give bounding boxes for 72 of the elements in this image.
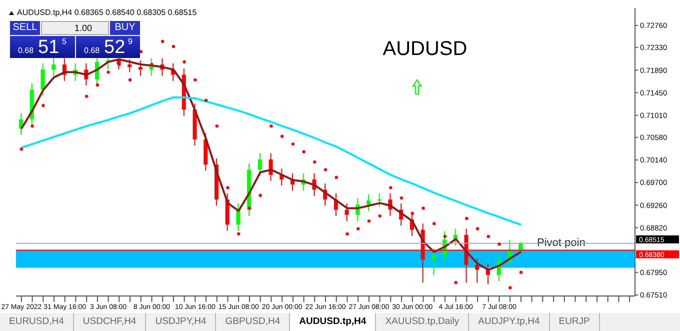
candlestick [432, 248, 436, 276]
candlestick [366, 194, 371, 212]
point [498, 242, 501, 246]
candlestick [258, 152, 262, 176]
line-series [20, 96, 522, 226]
point [443, 234, 447, 238]
point [258, 194, 262, 197]
point [313, 160, 316, 164]
annotation: 9 [128, 37, 132, 46]
point [476, 227, 480, 230]
point [324, 168, 328, 172]
annotation: SELL [10, 21, 40, 35]
point [161, 40, 164, 43]
candlestick [344, 203, 349, 222]
chart-subtitle: AUDUSD.tp,H4 0.68365 0.68540 0.68305 0.68515 [17, 8, 197, 17]
annotation: 51 [38, 37, 60, 59]
annotation: 52 [104, 37, 126, 59]
text: EURJP [550, 313, 600, 331]
text: EURUSD,H4 [0, 313, 74, 331]
point [432, 222, 436, 226]
point [248, 206, 252, 210]
annotation: 0.68 [18, 46, 34, 55]
point [302, 150, 306, 154]
point [182, 60, 186, 64]
candlestick [377, 192, 382, 208]
point [204, 98, 208, 102]
annotation: BUY [110, 21, 140, 35]
point [334, 176, 338, 180]
point [172, 44, 176, 48]
text: GBPUSD,H4 [216, 313, 290, 331]
point [128, 78, 132, 82]
point [237, 232, 240, 236]
point [465, 216, 468, 220]
point [291, 142, 295, 146]
point [346, 232, 349, 236]
point [226, 186, 230, 190]
candlestick [138, 60, 142, 76]
point [508, 286, 512, 290]
candlestick [475, 258, 480, 284]
candlestick [52, 58, 56, 76]
point [400, 196, 404, 200]
annotation: 5 [62, 37, 66, 46]
text: USDCHF,H4 [74, 313, 146, 331]
candlestick [128, 58, 132, 73]
point [519, 270, 523, 274]
point [42, 104, 45, 108]
point [30, 124, 34, 128]
point [106, 70, 110, 74]
point [378, 214, 382, 218]
point [96, 83, 100, 87]
point [150, 62, 154, 66]
point [422, 206, 425, 210]
annotation: 0.68 [84, 46, 100, 55]
point [454, 281, 458, 284]
point [486, 234, 490, 238]
point [280, 134, 284, 138]
text: USDJPY,H4 [146, 313, 216, 331]
point [367, 219, 371, 223]
text: XAUUSD.tp,Daily [376, 313, 470, 331]
quantity-field: 1.00 [41, 21, 109, 35]
text: AUDUSD.tp,H4 [290, 313, 376, 331]
point [20, 148, 24, 151]
point [270, 124, 273, 128]
point [356, 227, 360, 230]
text: AUDJPY.tp,H4 [469, 313, 550, 331]
point [84, 94, 88, 98]
point [389, 186, 392, 190]
point [194, 78, 197, 82]
text: AUDUSD [382, 38, 468, 61]
point [215, 124, 219, 128]
point [410, 212, 414, 215]
candlestick [40, 62, 45, 96]
